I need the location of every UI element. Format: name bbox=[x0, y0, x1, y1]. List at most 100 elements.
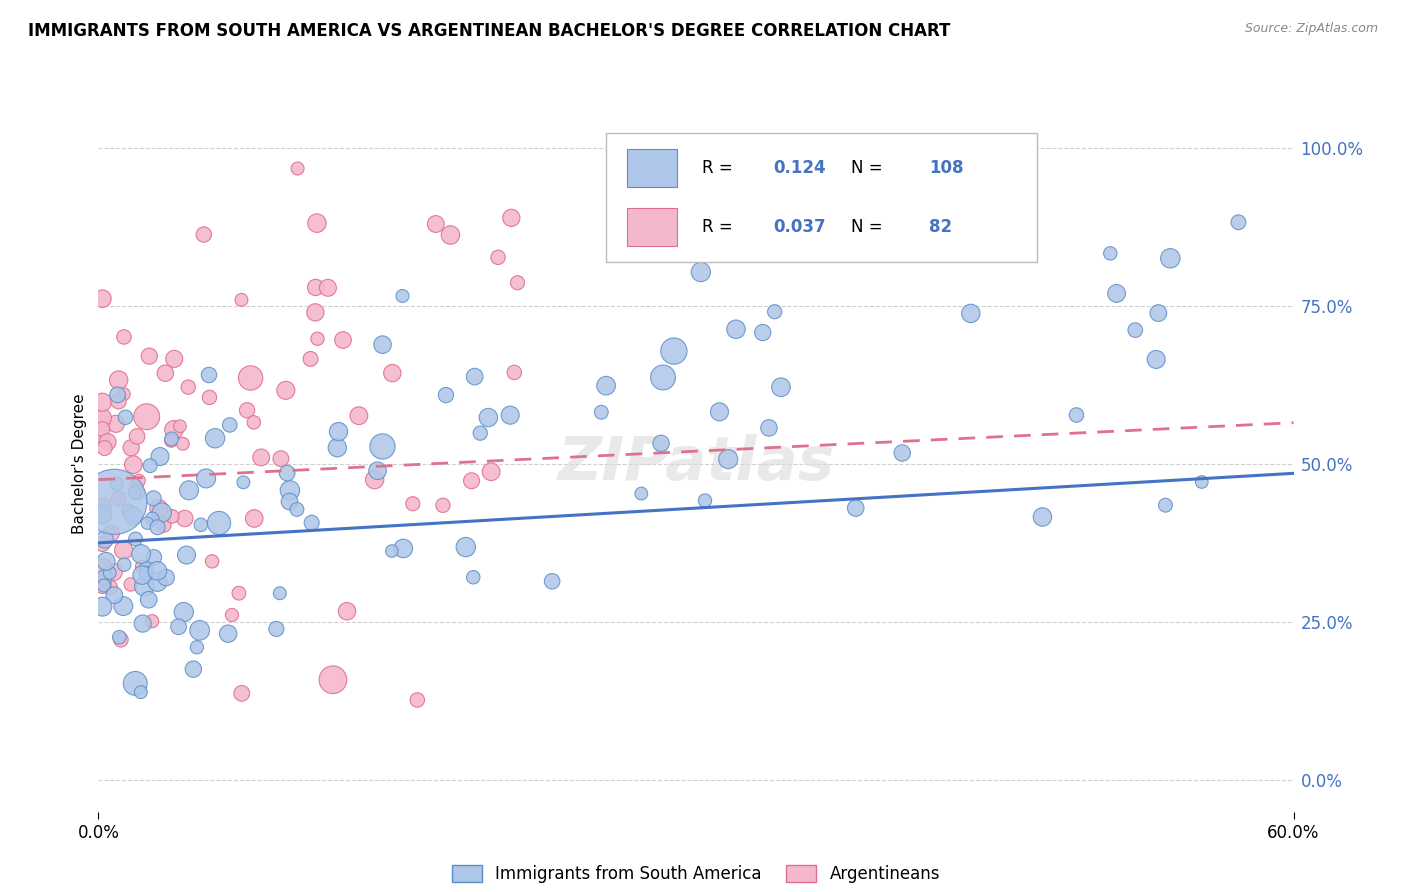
Point bbox=[177, 380, 200, 394]
Point bbox=[717, 452, 740, 467]
Point bbox=[91, 416, 114, 430]
Point bbox=[460, 474, 482, 488]
Point bbox=[135, 561, 157, 575]
Point bbox=[269, 586, 291, 600]
Point bbox=[689, 265, 711, 279]
Point bbox=[371, 337, 394, 351]
Point bbox=[479, 465, 502, 479]
Point bbox=[91, 599, 114, 614]
Point bbox=[93, 560, 115, 574]
Point bbox=[486, 250, 509, 264]
Point bbox=[464, 369, 486, 384]
Point bbox=[131, 568, 153, 582]
Point bbox=[93, 570, 115, 584]
Point bbox=[91, 508, 114, 522]
Point bbox=[93, 578, 115, 592]
Point bbox=[104, 417, 127, 431]
Point bbox=[112, 330, 135, 344]
Text: 0.037: 0.037 bbox=[773, 219, 827, 236]
FancyBboxPatch shape bbox=[627, 208, 676, 246]
Point bbox=[100, 526, 122, 541]
Point bbox=[125, 485, 148, 500]
Point bbox=[150, 506, 173, 520]
Point bbox=[124, 532, 146, 546]
Point bbox=[142, 491, 165, 506]
Point bbox=[107, 373, 129, 387]
Point bbox=[186, 640, 208, 655]
Point bbox=[176, 548, 198, 562]
Point bbox=[1147, 306, 1170, 320]
Point bbox=[363, 473, 385, 487]
Point bbox=[299, 351, 322, 366]
Point bbox=[932, 202, 955, 216]
Point bbox=[190, 517, 212, 532]
Point bbox=[128, 474, 150, 488]
Point bbox=[432, 498, 454, 512]
Point bbox=[138, 349, 160, 363]
Point bbox=[91, 422, 114, 436]
Point bbox=[120, 577, 142, 591]
Point bbox=[129, 685, 152, 699]
Text: N =: N = bbox=[852, 159, 883, 178]
Point bbox=[425, 217, 447, 231]
Point bbox=[122, 508, 145, 523]
Point bbox=[326, 441, 349, 455]
Point bbox=[91, 432, 114, 446]
Point bbox=[146, 564, 169, 578]
Point bbox=[307, 332, 329, 346]
Point bbox=[454, 540, 477, 554]
Point bbox=[232, 475, 254, 490]
Point bbox=[231, 686, 253, 700]
Point bbox=[477, 410, 499, 425]
Point bbox=[105, 476, 128, 491]
Point bbox=[98, 580, 121, 594]
Point bbox=[91, 537, 114, 551]
Point bbox=[135, 566, 157, 581]
Point bbox=[506, 276, 529, 290]
Point bbox=[141, 614, 163, 628]
Point bbox=[228, 586, 250, 600]
Point bbox=[322, 673, 344, 687]
Point bbox=[270, 451, 292, 466]
FancyBboxPatch shape bbox=[627, 149, 676, 187]
Point bbox=[285, 502, 308, 516]
Point bbox=[160, 432, 183, 446]
Point bbox=[470, 426, 492, 441]
Point bbox=[406, 693, 429, 707]
Point bbox=[304, 305, 326, 319]
Text: Source: ZipAtlas.com: Source: ZipAtlas.com bbox=[1244, 22, 1378, 36]
Point bbox=[188, 624, 211, 638]
Text: IMMIGRANTS FROM SOUTH AMERICA VS ARGENTINEAN BACHELOR'S DEGREE CORRELATION CHART: IMMIGRANTS FROM SOUTH AMERICA VS ARGENTI… bbox=[28, 22, 950, 40]
Point bbox=[169, 419, 191, 434]
Point bbox=[177, 483, 200, 498]
Point bbox=[91, 411, 114, 425]
Point bbox=[124, 485, 146, 500]
Point bbox=[367, 464, 389, 478]
Point bbox=[434, 388, 457, 402]
Point bbox=[198, 368, 221, 382]
Point bbox=[276, 466, 298, 480]
Point bbox=[652, 370, 675, 384]
Point bbox=[236, 403, 259, 417]
Point bbox=[142, 550, 165, 565]
Point bbox=[201, 554, 224, 568]
Point bbox=[332, 333, 354, 347]
Point bbox=[709, 405, 731, 419]
Point bbox=[183, 662, 205, 676]
Point bbox=[160, 434, 183, 448]
Legend: Immigrants from South America, Argentineans: Immigrants from South America, Argentine… bbox=[451, 865, 941, 883]
Point bbox=[149, 450, 172, 464]
Point bbox=[148, 501, 170, 516]
Point bbox=[274, 384, 297, 398]
Point bbox=[97, 434, 120, 449]
Point bbox=[103, 588, 125, 602]
Point bbox=[132, 616, 155, 631]
Point bbox=[112, 599, 135, 613]
Point bbox=[124, 478, 146, 492]
Point bbox=[336, 604, 359, 618]
Point bbox=[172, 437, 194, 451]
Point bbox=[198, 391, 221, 405]
Point bbox=[173, 605, 195, 619]
Point bbox=[845, 501, 868, 516]
FancyBboxPatch shape bbox=[606, 134, 1036, 262]
